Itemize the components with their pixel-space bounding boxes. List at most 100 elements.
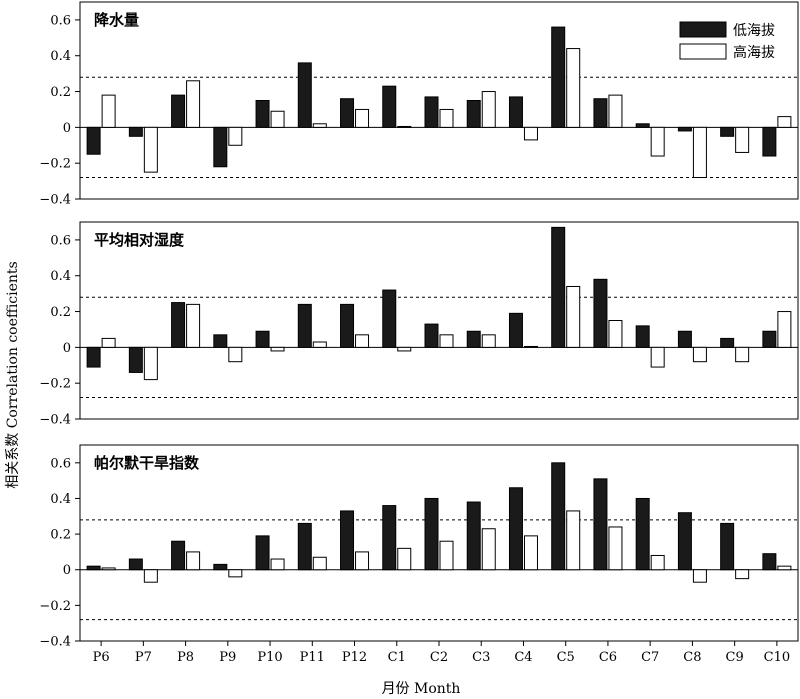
bar-high-altitude: [481, 91, 496, 128]
bar-low-altitude: [297, 62, 312, 128]
bar-low-altitude: [762, 553, 777, 571]
bar-high-altitude: [523, 535, 538, 571]
y-tick-label: −0.4: [39, 635, 71, 650]
bar-low-altitude: [255, 535, 270, 571]
bar-high-altitude: [101, 567, 116, 571]
y-tick-label: −0.2: [39, 157, 71, 172]
bar-low-altitude: [128, 558, 143, 571]
bar-high-altitude: [397, 125, 412, 128]
legend-label-high-altitude: 高海拔: [733, 44, 775, 61]
bar-low-altitude: [593, 278, 608, 348]
x-tick-label: P10: [257, 650, 282, 665]
bar-high-altitude: [228, 569, 243, 578]
x-tick-label: C1: [388, 650, 406, 665]
bar-high-altitude: [735, 126, 750, 153]
bar-low-altitude: [382, 289, 397, 348]
x-tick-label: P12: [342, 650, 367, 665]
bar-high-altitude: [777, 116, 792, 128]
panel-relative-humidity: 平均相对湿度: [79, 221, 799, 420]
bar-high-altitude: [312, 556, 327, 571]
y-tick-label: 0.2: [50, 528, 71, 543]
y-tick-label: 0.4: [50, 492, 71, 507]
bar-low-altitude: [255, 330, 270, 348]
bar-high-altitude: [566, 48, 581, 128]
bar-low-altitude: [720, 337, 735, 348]
bar-low-altitude: [424, 497, 439, 571]
x-tick-label: C9: [726, 650, 744, 665]
panel-title: 降水量: [94, 11, 139, 29]
bar-high-altitude: [101, 337, 116, 348]
x-tick-label: C5: [557, 650, 575, 665]
y-tick-label: 0: [63, 341, 71, 356]
bar-low-altitude: [593, 98, 608, 128]
bar-high-altitude: [566, 285, 581, 348]
bar-high-altitude: [355, 334, 370, 348]
bar-high-altitude: [650, 346, 665, 368]
panel-frame: [79, 1, 799, 200]
bar-low-altitude: [677, 126, 692, 132]
bar-high-altitude: [355, 551, 370, 571]
y-tick-label: −0.2: [39, 599, 71, 614]
bar-high-altitude: [228, 126, 243, 146]
x-tick-label: P9: [219, 650, 236, 665]
y-tick-label: −0.2: [39, 377, 71, 392]
bar-low-altitude: [762, 330, 777, 348]
bar-low-altitude: [213, 563, 228, 571]
bar-low-altitude: [551, 26, 566, 128]
bar-low-altitude: [382, 505, 397, 571]
x-tick-label: C10: [764, 650, 791, 665]
x-tick-label: P7: [135, 650, 152, 665]
bar-high-altitude: [523, 126, 538, 141]
x-tick-label: P8: [177, 650, 194, 665]
bar-low-altitude: [86, 126, 101, 155]
bar-high-altitude: [481, 334, 496, 348]
y-tick-label: 0.4: [50, 49, 71, 64]
bar-low-altitude: [593, 478, 608, 571]
bar-high-altitude: [397, 547, 412, 571]
bar-low-altitude: [171, 94, 186, 128]
bar-low-altitude: [340, 303, 355, 348]
panel-frame: [79, 221, 799, 420]
bar-low-altitude: [424, 323, 439, 348]
bar-low-altitude: [255, 100, 270, 128]
y-tick-label: −0.4: [39, 413, 71, 428]
bar-high-altitude: [270, 110, 285, 128]
bar-high-altitude: [692, 569, 707, 583]
x-tick-label: C2: [430, 650, 448, 665]
x-tick-label: C7: [641, 650, 659, 665]
bar-high-altitude: [777, 311, 792, 348]
y-axis-title: 相关系数 Correlation coefficients: [5, 261, 21, 489]
bar-high-altitude: [143, 126, 158, 173]
bar-low-altitude: [720, 126, 735, 137]
bar-low-altitude: [340, 510, 355, 571]
bar-low-altitude: [213, 126, 228, 168]
bar-low-altitude: [466, 501, 481, 571]
bar-high-altitude: [186, 551, 201, 571]
x-tick-label: C3: [472, 650, 490, 665]
bar-high-altitude: [312, 123, 327, 128]
bar-low-altitude: [297, 522, 312, 571]
bar-high-altitude: [650, 554, 665, 571]
bar-high-altitude: [650, 126, 665, 157]
bar-high-altitude: [692, 346, 707, 363]
bar-low-altitude: [508, 312, 523, 348]
panel-title: 帕尔默干旱指数: [94, 454, 200, 472]
bar-low-altitude: [635, 497, 650, 571]
bar-high-altitude: [608, 526, 623, 571]
bar-high-altitude: [270, 558, 285, 571]
y-tick-label: 0: [63, 563, 71, 578]
x-tick-label: C8: [683, 650, 701, 665]
bar-low-altitude: [677, 330, 692, 348]
bar-high-altitude: [186, 80, 201, 128]
bar-low-altitude: [551, 226, 566, 348]
bar-low-altitude: [466, 100, 481, 128]
bar-low-altitude: [171, 302, 186, 348]
bar-high-altitude: [228, 346, 243, 363]
bar-low-altitude: [424, 96, 439, 128]
y-tick-label: 0.6: [50, 456, 71, 471]
bar-high-altitude: [735, 569, 750, 580]
y-tick-label: 0.6: [50, 13, 71, 28]
bar-high-altitude: [143, 346, 158, 381]
panel-precipitation: 降水量: [79, 1, 799, 200]
